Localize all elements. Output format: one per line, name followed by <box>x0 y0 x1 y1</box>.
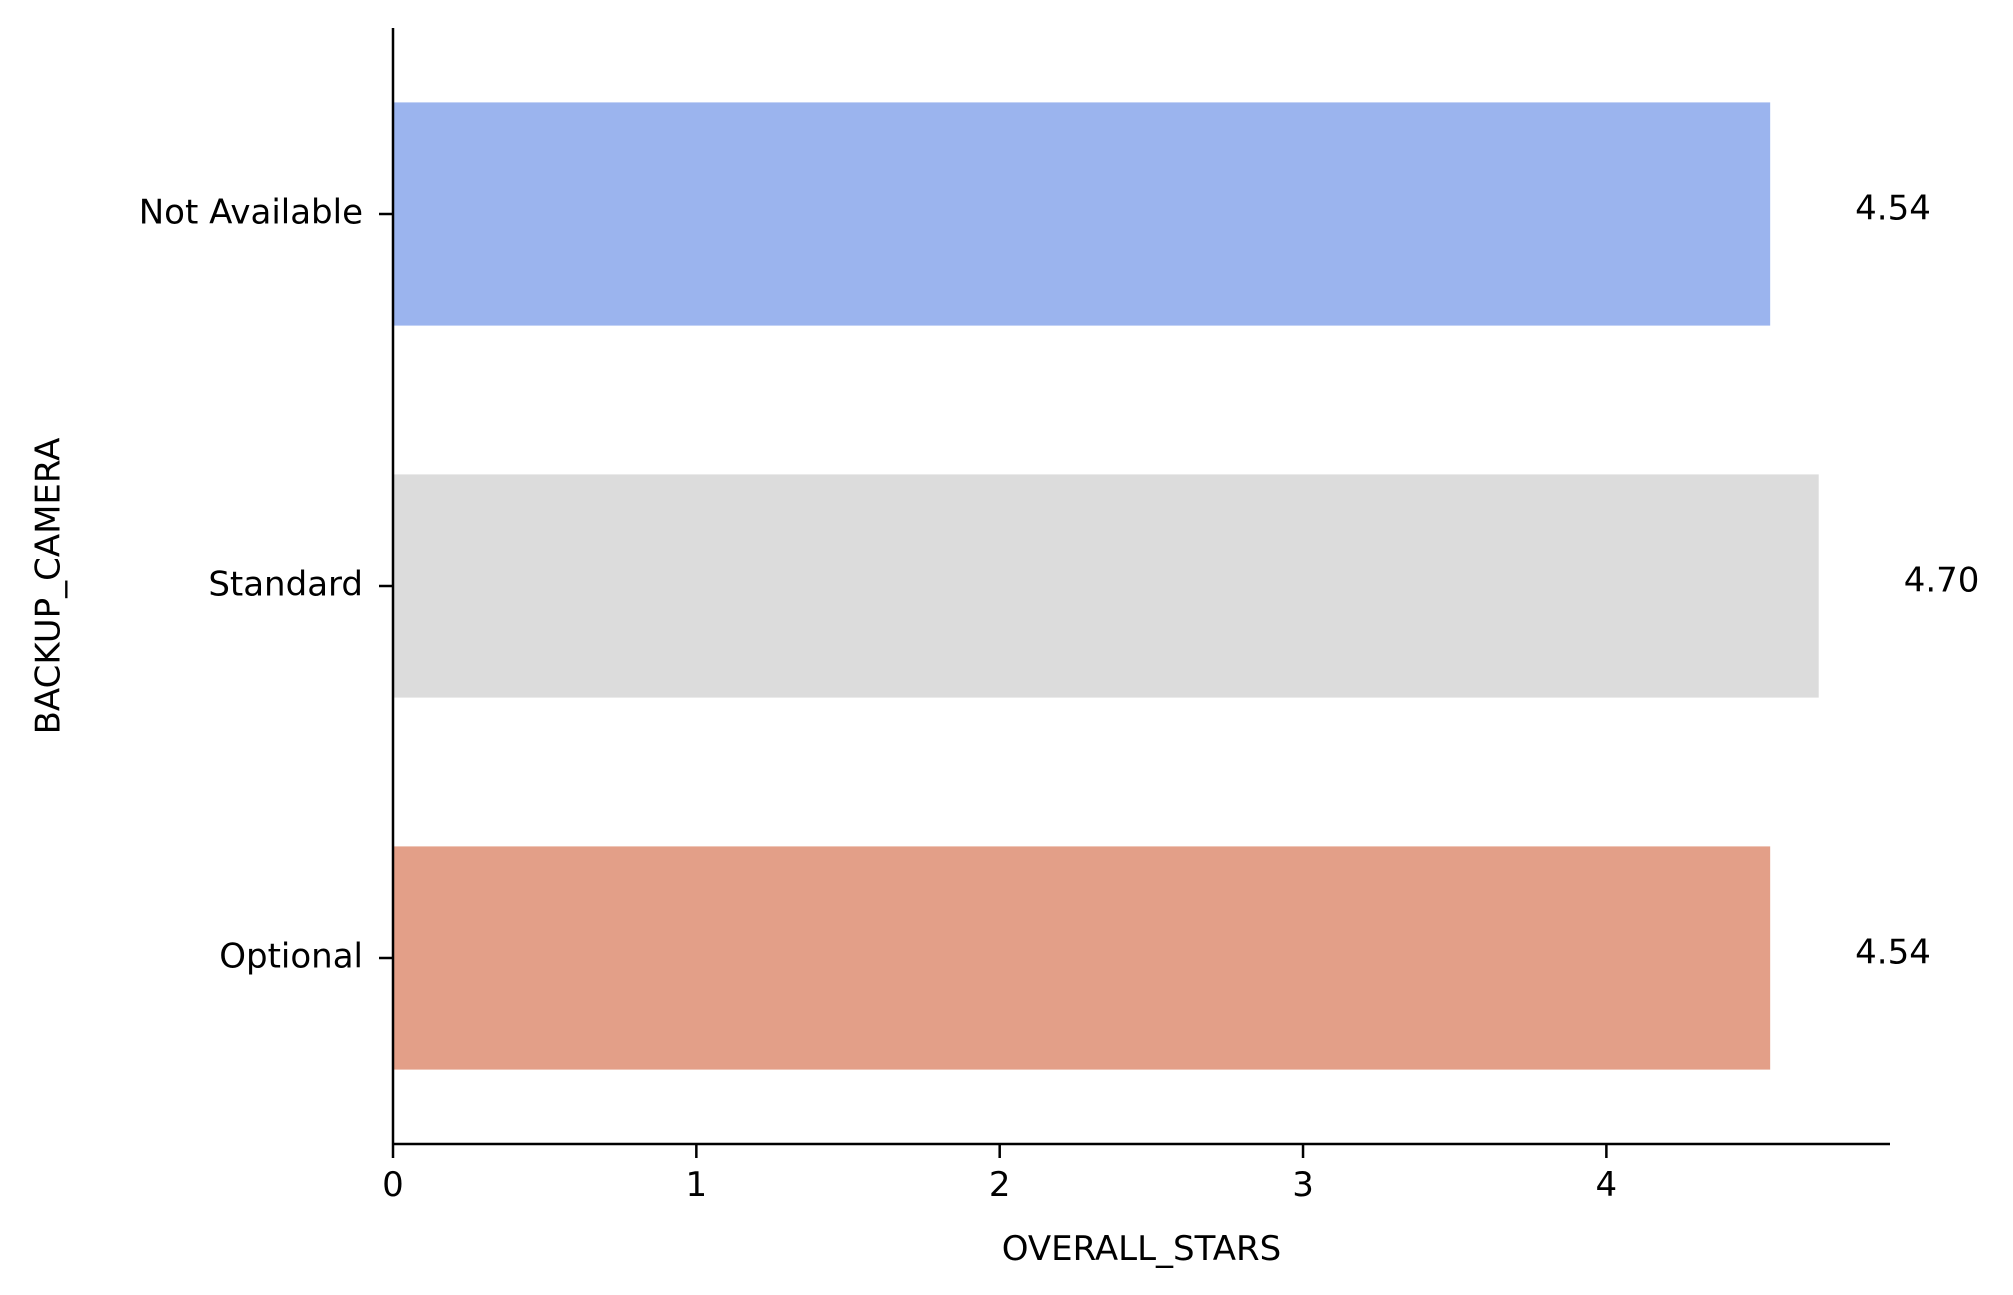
x-tick-label: 3 <box>1292 1165 1314 1205</box>
y-tick-label: Optional <box>219 937 363 977</box>
x-tick-label: 0 <box>382 1165 404 1205</box>
bar-value-label: 4.54 <box>1855 189 1931 229</box>
bars-group <box>393 102 1819 1070</box>
y-tick-label: Standard <box>208 565 363 605</box>
value-labels-group: 4.54 4.70 4.54 <box>1855 189 1979 973</box>
y-tick-label: Not Available <box>139 193 363 233</box>
bar <box>393 474 1819 698</box>
x-tick-label: 1 <box>686 1165 708 1205</box>
x-ticks-group: 0 1 2 3 4 <box>382 1144 1617 1205</box>
y-ticks-group: Not Available Standard Optional <box>139 193 393 977</box>
y-axis-title: BACKUP_CAMERA <box>29 438 69 735</box>
x-axis-title: OVERALL_STARS <box>1002 1229 1281 1269</box>
bar-value-label: 4.70 <box>1904 561 1980 601</box>
bar-value-label: 4.54 <box>1855 933 1931 973</box>
bar <box>393 846 1771 1070</box>
x-tick-label: 4 <box>1596 1165 1618 1205</box>
x-tick-label: 2 <box>989 1165 1011 1205</box>
bar <box>393 102 1771 326</box>
